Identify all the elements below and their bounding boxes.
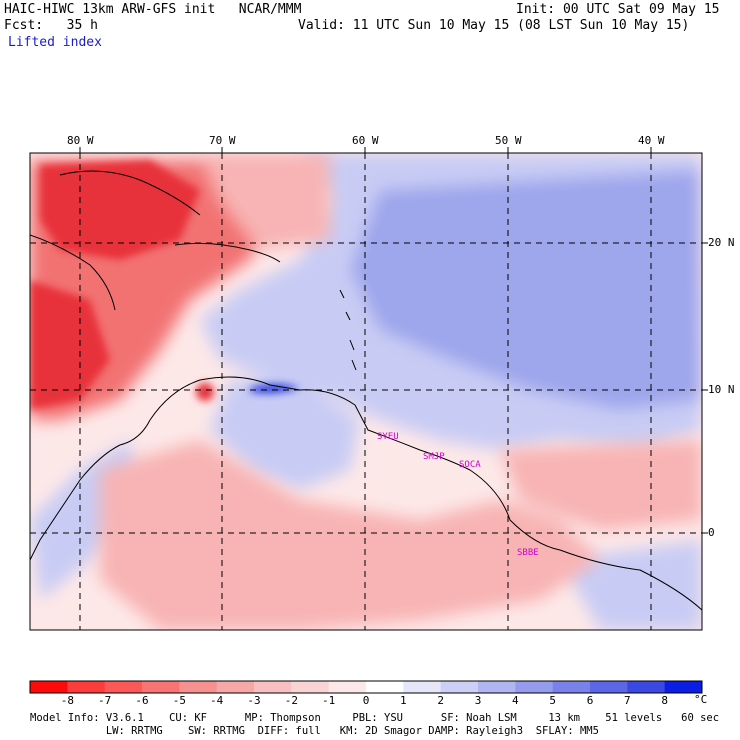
- colorbar-unit: °C: [694, 693, 708, 706]
- colorbar-tick-label: -6: [135, 694, 149, 707]
- map-frame: [29, 152, 703, 631]
- valid-time: Valid: 11 UTC Sun 10 May 15 (08 LST Sun …: [298, 18, 690, 33]
- lat-label-0: 0: [708, 526, 715, 539]
- colorbar-tick-label: 7: [624, 694, 631, 707]
- colorbar-tick-label: -5: [172, 694, 186, 707]
- station-syeu: SYEU: [377, 432, 399, 442]
- stable-central-atlantic: [350, 170, 702, 410]
- colorbar-swatch: [142, 681, 180, 693]
- colorbar-tick-label: -8: [60, 694, 74, 707]
- colorbar-tick-label: 2: [437, 694, 444, 707]
- colorbar-swatch: [366, 681, 404, 693]
- colorbar-swatch: [403, 681, 442, 693]
- model-info-line2: LW: RRTMG SW: RRTMG DIFF: full KM: 2D Sm…: [30, 725, 599, 737]
- unstable-north-atlantic: [200, 153, 330, 250]
- colorbar-swatch: [67, 681, 106, 693]
- colorbar-swatch: [590, 681, 628, 693]
- station-sbbe: SBBE: [517, 548, 539, 558]
- colorbar-tick-label: 4: [512, 694, 519, 707]
- colorbar-swatch: [627, 681, 666, 693]
- lon-label-80w: 80 W: [67, 134, 94, 147]
- colorbar-swatch: [104, 681, 143, 693]
- lat-label-10n: 10 N: [708, 383, 735, 396]
- station-soca: SOCA: [459, 460, 481, 470]
- map-ticks: [79, 147, 708, 534]
- colorbar-swatch: [254, 681, 292, 693]
- init-time: Init: 00 UTC Sat 09 May 15: [516, 2, 720, 17]
- colorbar: [29, 680, 703, 694]
- model-title: HAIC-HIWC 13km ARW-GFS init NCAR/MMM: [4, 2, 302, 17]
- colorbar-tick-label: 8: [661, 694, 668, 707]
- unstable-amazon: [100, 440, 600, 630]
- colorbar-swatch: [30, 681, 68, 693]
- lon-label-40w: 40 W: [638, 134, 665, 147]
- colorbar-tick-label: -2: [284, 694, 298, 707]
- colorbar-swatch: [478, 681, 516, 693]
- colorbar-swatch: [664, 681, 703, 693]
- strong-stable-venezuela-coast: [250, 384, 300, 394]
- model-info-line1: Model Info: V3.6.1 CU: KF MP: Thompson P…: [30, 712, 720, 724]
- colorbar-swatch: [515, 681, 554, 693]
- graticule: [30, 153, 702, 630]
- stable-venezuela: [210, 380, 360, 490]
- colorbar-tick-label: -3: [247, 694, 261, 707]
- strong-unstable-central-america: [30, 280, 110, 410]
- colorbar-tick-label: -4: [210, 694, 224, 707]
- colorbar-tick-label: 5: [549, 694, 556, 707]
- lon-label-70w: 70 W: [209, 134, 236, 147]
- forecast-hour: Fcst: 35 h: [4, 18, 98, 33]
- lon-label-60w: 60 W: [352, 134, 379, 147]
- colorbar-tick-label: 1: [400, 694, 407, 707]
- lat-label-20n: 20 N: [708, 236, 735, 249]
- station-smjp: SMJP: [423, 452, 445, 462]
- colorbar-tick-label: 3: [474, 694, 482, 707]
- field-name: Lifted index: [8, 35, 102, 50]
- colorbar-swatch: [440, 681, 479, 693]
- coastlines: [30, 170, 702, 611]
- colorbar-swatch: [328, 681, 367, 693]
- lon-label-50w: 50 W: [495, 134, 522, 147]
- colorbar-swatch: [552, 681, 591, 693]
- colorbar-tick-label: 0: [362, 694, 370, 707]
- colorbar-frame: [29, 680, 703, 694]
- colorbar-tick-label: -1: [322, 694, 336, 707]
- colorbar-tick-label: 6: [586, 694, 594, 707]
- unstable-maracaibo: [196, 383, 214, 401]
- colorbar-swatch: [216, 681, 255, 693]
- colorbar-swatch: [291, 681, 330, 693]
- colorbar-swatch: [179, 681, 218, 693]
- colorbar-tick-label: -7: [98, 694, 112, 707]
